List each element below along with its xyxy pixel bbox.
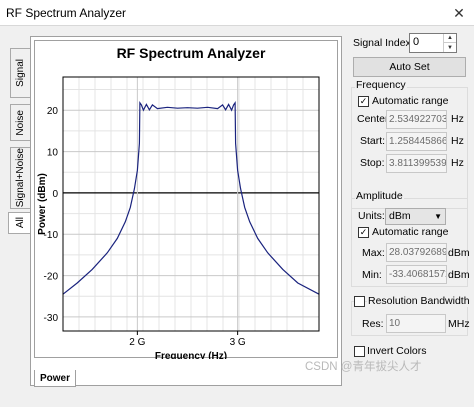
- y-tick-label: -30: [44, 313, 59, 324]
- tab-power[interactable]: Power: [34, 370, 76, 387]
- units-label: Units:: [358, 210, 385, 222]
- chart-title: RF Spectrum Analyzer: [117, 45, 266, 61]
- auto-set-button[interactable]: Auto Set: [353, 57, 466, 77]
- res-label: Res:: [362, 318, 384, 330]
- signal-index-spinner[interactable]: 0 ▲ ▼: [409, 33, 457, 53]
- y-tick-label: -20: [44, 272, 59, 283]
- max-unit: dBm: [448, 247, 470, 259]
- center-label: Center:: [357, 113, 392, 125]
- tab-signal[interactable]: Signal: [10, 48, 30, 98]
- resolution-bandwidth-checkbox[interactable]: [354, 296, 365, 307]
- invert-colors-checkbox[interactable]: [354, 346, 365, 357]
- spectrum-chart[interactable]: RF Spectrum Analyzer -30 -20 -10 0 10 20 2 G 3 G…: [35, 41, 339, 362]
- y-tick-label: 10: [47, 148, 59, 159]
- start-label: Start:: [360, 135, 386, 147]
- invert-colors-label: Invert Colors: [367, 345, 427, 357]
- watermark: CSDN @青年拔尖人才: [305, 361, 422, 373]
- start-unit: Hz: [451, 135, 464, 147]
- y-tick-label: -10: [44, 230, 59, 241]
- plot-frame: RF Spectrum Analyzer -30 -20 -10 0 10 20 2 G 3 G…: [30, 36, 342, 386]
- start-field[interactable]: 1.2584458669: [386, 132, 447, 151]
- plot-border: [62, 76, 320, 332]
- close-icon[interactable]: ✕: [453, 4, 465, 21]
- tab-signal-noise[interactable]: Signal+Noise: [10, 147, 30, 209]
- window-title: RF Spectrum Analyzer: [6, 5, 127, 20]
- amplitude-group: [351, 198, 468, 287]
- stop-field[interactable]: 3.8113995396: [386, 154, 447, 173]
- res-unit: MHz: [448, 318, 470, 330]
- amplitude-auto-range-checkbox[interactable]: ✓: [358, 227, 369, 238]
- tab-signal-label: Signal: [15, 59, 26, 87]
- tab-signal-noise-label: Signal+Noise: [15, 148, 26, 208]
- x-tick-label: 3 G: [230, 337, 246, 348]
- max-label: Max:: [362, 247, 385, 259]
- max-field[interactable]: 28.037926898: [386, 243, 447, 262]
- chevron-down-icon: ▼: [434, 212, 442, 221]
- signal-index-label: Signal Index:: [353, 37, 414, 49]
- units-value: dBm: [389, 210, 411, 222]
- res-field[interactable]: 10: [386, 314, 446, 333]
- window-client-area: Signal Noise Signal+Noise All RF Spectru…: [0, 26, 474, 407]
- tab-all-label: All: [14, 217, 26, 229]
- y-tick-label: 0: [52, 189, 58, 200]
- tab-noise[interactable]: Noise: [10, 104, 30, 141]
- title-bar: RF Spectrum Analyzer ✕: [0, 0, 474, 26]
- tab-noise-label: Noise: [15, 109, 26, 136]
- y-tick-label: 20: [47, 106, 59, 117]
- plot-panel: RF Spectrum Analyzer -30 -20 -10 0 10 20 2 G 3 G…: [34, 40, 339, 362]
- frequency-auto-range-checkbox[interactable]: ✓: [358, 96, 369, 107]
- x-axis-label: Frequency (Hz): [155, 351, 227, 359]
- center-unit: Hz: [451, 113, 464, 125]
- frequency-auto-range-label: Automatic range: [372, 95, 449, 107]
- spin-up-icon[interactable]: ▲: [443, 34, 456, 43]
- min-field[interactable]: -33.40681572: [386, 265, 447, 284]
- min-label: Min:: [362, 269, 382, 281]
- min-unit: dBm: [448, 269, 470, 281]
- tab-all[interactable]: All: [8, 212, 31, 234]
- resolution-bandwidth-label: Resolution Bandwidth: [367, 295, 471, 307]
- spin-down-icon[interactable]: ▼: [443, 43, 456, 52]
- signal-index-value: 0: [413, 36, 420, 48]
- spectrum-series-line: [62, 100, 320, 295]
- amplitude-group-title: Amplitude: [355, 190, 404, 202]
- amplitude-auto-range-label: Automatic range: [372, 226, 449, 238]
- x-tick-label: 2 G: [129, 337, 145, 348]
- stop-label: Stop:: [360, 157, 385, 169]
- units-select[interactable]: dBm ▼: [385, 208, 446, 225]
- frequency-group-title: Frequency: [355, 79, 407, 91]
- y-axis-label: Power (dBm): [37, 173, 48, 235]
- stop-unit: Hz: [451, 157, 464, 169]
- center-field[interactable]: 2.5349227033: [386, 110, 447, 129]
- tab-power-label: Power: [39, 372, 70, 384]
